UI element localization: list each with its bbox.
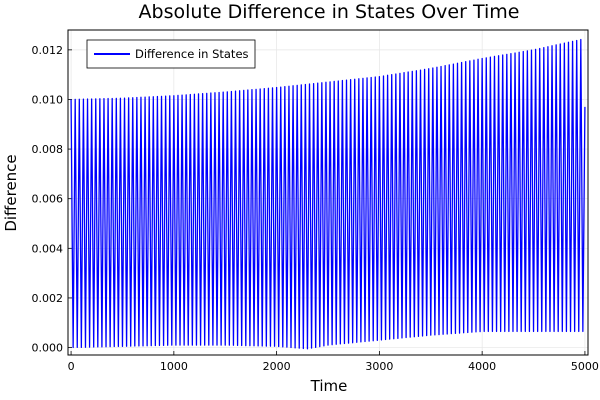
y-tick-label: 0.010 bbox=[32, 93, 64, 106]
chart-title: Absolute Difference in States Over Time bbox=[139, 1, 520, 23]
series-line bbox=[70, 38, 586, 350]
y-tick-label: 0.004 bbox=[32, 242, 64, 255]
x-tick-label: 0 bbox=[68, 360, 75, 373]
x-tick-label: 2000 bbox=[263, 360, 291, 373]
x-tick-label: 5000 bbox=[571, 360, 599, 373]
y-tick-label: 0.006 bbox=[32, 193, 64, 206]
y-tick-label: 0.012 bbox=[32, 44, 64, 57]
series-group bbox=[70, 38, 586, 350]
y-tick-label: 0.000 bbox=[32, 342, 64, 355]
legend-label: Difference in States bbox=[135, 47, 249, 61]
x-axis-label: Time bbox=[310, 377, 348, 395]
y-axis-label: Difference bbox=[2, 154, 20, 231]
y-tick-label: 0.008 bbox=[32, 143, 64, 156]
y-tick-label: 0.002 bbox=[32, 292, 64, 305]
plot-frame bbox=[67, 29, 589, 356]
axis-ticks: 0 1000 2000 3000 4000 5000 0.000 0.002 0.004 0.00… bbox=[32, 44, 599, 373]
legend: Difference in States bbox=[86, 39, 256, 69]
x-tick-label: 4000 bbox=[468, 360, 496, 373]
x-tick-label: 1000 bbox=[160, 360, 188, 373]
x-tick-label: 3000 bbox=[365, 360, 393, 373]
